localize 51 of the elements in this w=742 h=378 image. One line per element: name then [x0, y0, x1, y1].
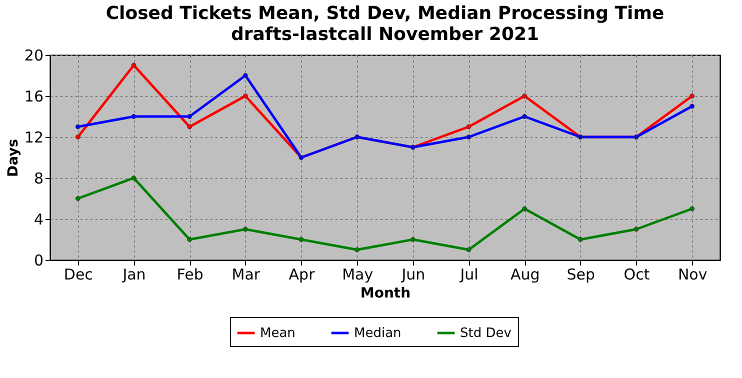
x-tick-label: May	[342, 266, 374, 284]
legend-label: Std Dev	[460, 326, 512, 341]
y-tick-label: 20	[24, 46, 44, 64]
x-tick-label: Aug	[510, 266, 540, 284]
point	[131, 176, 136, 180]
point	[522, 94, 528, 98]
point	[690, 104, 695, 109]
point	[522, 206, 528, 212]
y-tick-label: 8	[34, 170, 44, 188]
x-tick-label: Nov	[678, 266, 708, 284]
point	[410, 237, 416, 242]
point	[690, 94, 695, 98]
y-tick-label: 0	[34, 252, 44, 270]
point	[466, 247, 472, 252]
y-axis-title: Days	[5, 138, 22, 178]
y-tick-label: 16	[24, 88, 44, 106]
y-tick-label: 12	[24, 128, 44, 146]
legend-label: Median	[354, 326, 402, 341]
point	[522, 114, 528, 119]
point	[354, 247, 360, 252]
point	[242, 73, 248, 78]
point	[75, 196, 80, 201]
x-tick-label: Mar	[232, 266, 261, 284]
point	[466, 124, 472, 130]
point	[187, 124, 192, 130]
chart-subtitle: drafts-lastcall November 2021	[230, 24, 540, 45]
x-tick-label: Apr	[288, 266, 316, 284]
point	[131, 114, 136, 119]
point	[298, 237, 304, 242]
x-tick-label: Jan	[122, 266, 146, 284]
x-axis-title: Month	[360, 286, 411, 302]
point	[75, 134, 80, 140]
x-tick-label: Jul	[459, 266, 478, 284]
chart-title: Closed Tickets Mean, Std Dev, Median Processing Time	[106, 3, 664, 24]
point	[634, 226, 639, 232]
x-tick-label: Oct	[624, 266, 650, 284]
x-tick-label: Feb	[176, 266, 204, 284]
point	[578, 237, 583, 242]
point	[466, 134, 472, 140]
x-tick-label: Dec	[64, 266, 93, 284]
point	[242, 94, 248, 98]
x-tick-label: Jun	[400, 266, 426, 284]
point	[690, 206, 695, 212]
point	[187, 237, 192, 242]
point	[242, 226, 248, 232]
point	[75, 124, 80, 130]
x-tick-label: Sep	[566, 266, 596, 284]
point	[187, 114, 192, 119]
legend-label: Mean	[260, 326, 296, 341]
y-tick-label: 4	[34, 210, 44, 228]
point	[131, 62, 136, 68]
